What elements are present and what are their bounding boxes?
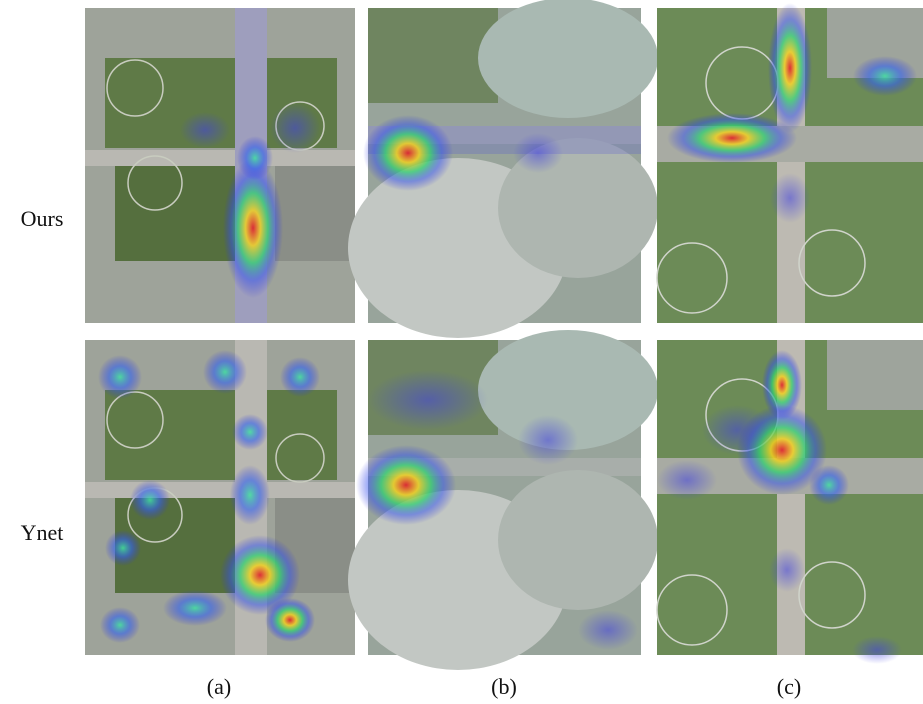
row-label: Ours	[21, 206, 64, 231]
figure: Ours Ynet (a) (b) (c)	[0, 0, 923, 704]
panel-ours-c	[657, 3, 923, 323]
panel-ynet-a	[85, 340, 355, 655]
column-label: (b)	[491, 674, 517, 699]
panel-ours-b	[348, 0, 658, 338]
panel-ynet-c	[657, 340, 923, 664]
column-label: (c)	[777, 674, 801, 699]
panel-ours-a	[85, 8, 355, 323]
row-label: Ynet	[21, 520, 64, 545]
panel-ynet-b	[348, 330, 658, 670]
column-label: (a)	[207, 674, 231, 699]
